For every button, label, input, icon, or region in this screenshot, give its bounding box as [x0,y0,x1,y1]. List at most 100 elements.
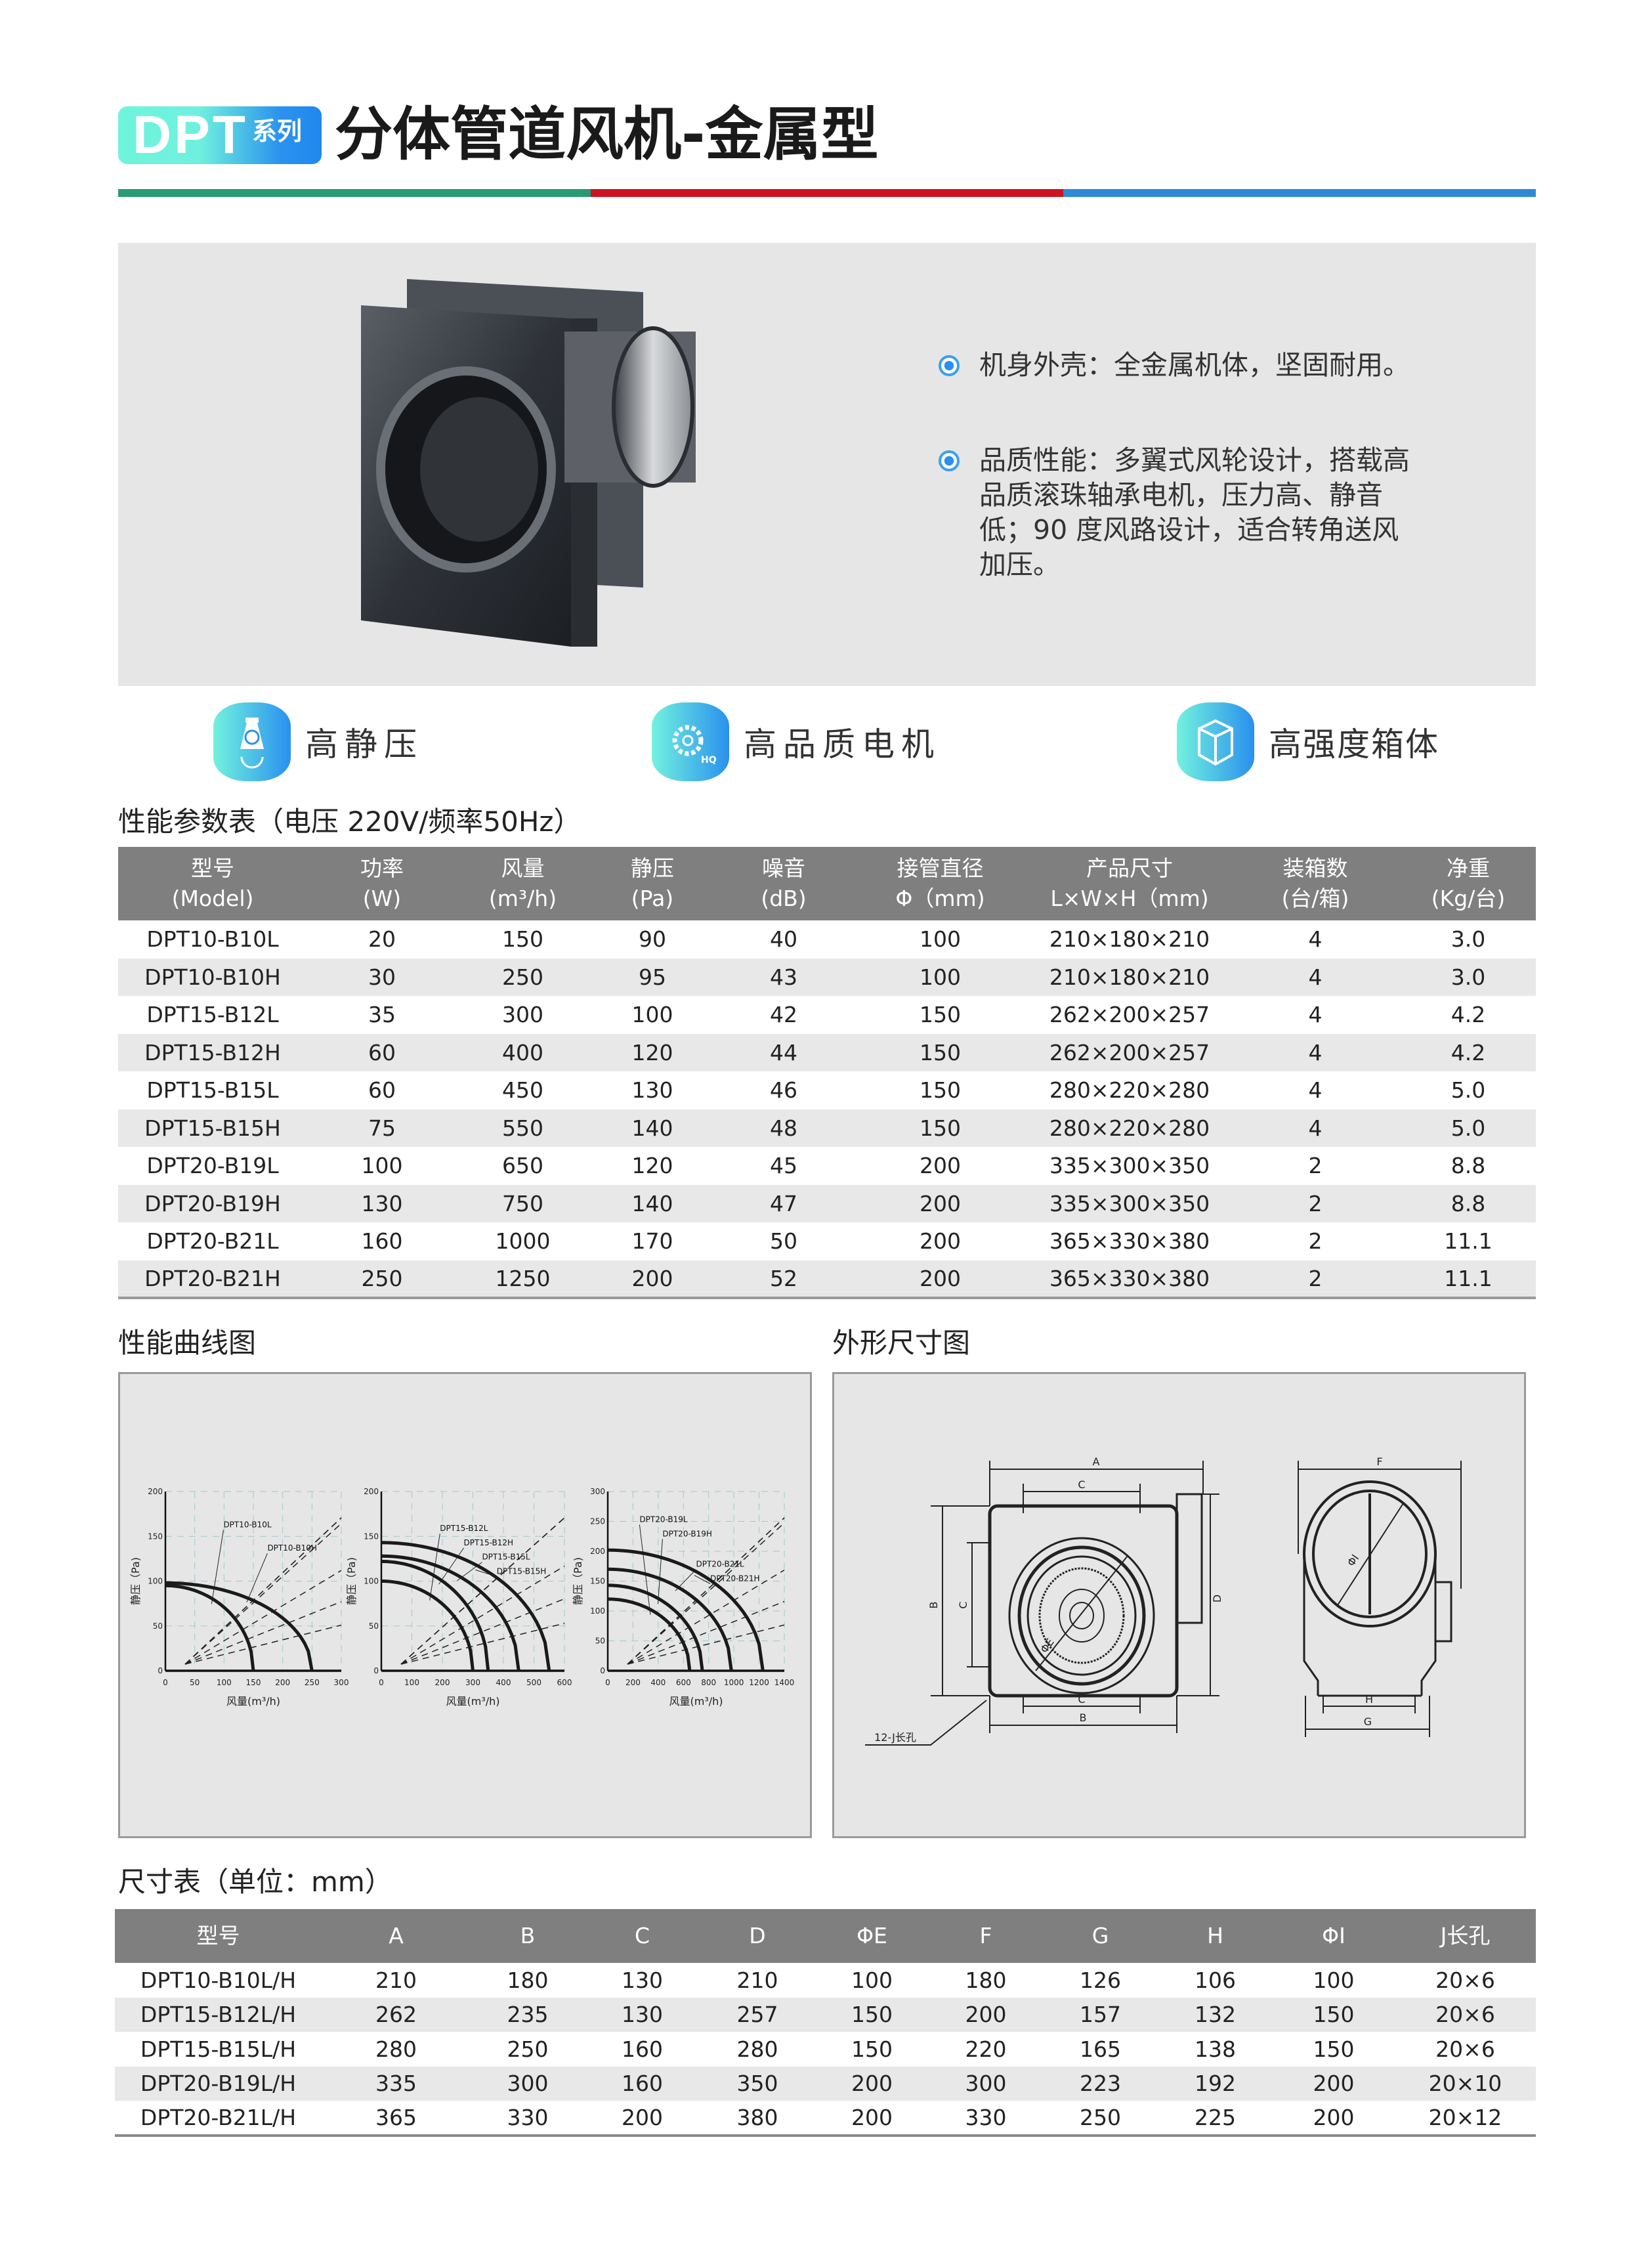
table-cell: 280 [375,2036,417,2062]
table-cell: 200 [622,2104,663,2130]
column-header-line: (Kg/台) [1431,886,1506,911]
table-cell: 30 [307,958,457,996]
table-cell: 280×220×280 [1029,1109,1230,1147]
system-curve [184,1517,342,1665]
table-cell: 150 [920,1002,961,1028]
x-tick-label: 500 [526,1678,541,1687]
dim-label-d: D [1211,1595,1223,1602]
x-tick-label: 600 [676,1678,691,1687]
system-curve [184,1624,342,1665]
table-cell: 250 [307,1260,457,1298]
series-badge-text: DPT [133,105,248,165]
table-cell: 60 [307,1033,457,1071]
box-icon [1177,702,1254,781]
system-curve [400,1517,565,1665]
column-header-line: (W) [362,886,402,911]
table-cell: 223 [1043,2066,1158,2101]
feature-label: 高静压 [305,725,423,763]
system-curve [400,1598,565,1665]
dim-label-h: H [1365,1693,1373,1706]
table-cell: 365×330×380 [1049,1228,1210,1255]
table-cell: 200 [1273,2066,1395,2101]
dim-label-a: A [1093,1455,1100,1468]
bullet-icon [939,450,960,471]
performance-curves-panel: 0 50 100 150 200 250 300 0 50 100 150 200 风量(m³/h) 静压… [118,1372,812,1838]
table-cell: 150 [851,1033,1029,1071]
table-cell: 210×180×210 [1049,926,1210,953]
feature-bullet-1: 机身外壳：全金属机体，坚固耐用。 [939,348,1410,383]
table-row: DPT15-B15L 60 450 130 46 150 280×220×280 4 5.0 [118,1071,1536,1109]
feature-bullet-2: 品质性能：多翼式风轮设计，搭载高品质滚珠轴承电机，压力高、静音低；90 度风路设… [939,443,1412,582]
leader-line [438,1547,464,1585]
table-cell: 335 [322,2066,471,2101]
y-tick-label: 250 [590,1517,605,1526]
table-cell: 4 [1230,958,1401,996]
series-label: DPT15-B15L [482,1553,530,1562]
y-tick-label: 200 [364,1487,379,1496]
table-cell: 95 [589,958,716,996]
table-cell: 200 [929,1997,1043,2032]
dimension-drawing: A C C B B C D ΦE F H G ΦI 12-J长孔 [865,1455,1462,1746]
table-cell: 100 [631,1002,673,1028]
y-tick-label: 0 [373,1666,379,1675]
table-cell: 335×300×350 [1029,1184,1230,1222]
table-cell: 106 [1195,1967,1236,1993]
y-tick-label: 100 [590,1606,605,1616]
table-cell: 262 [322,1997,471,2032]
x-tick-label: 600 [557,1678,572,1687]
table-cell: 150 [502,926,543,953]
y-tick-label: 150 [364,1532,379,1541]
column-header-line: 接管直径 [897,855,984,881]
table-cell: 2 [1308,1153,1323,1179]
system-curve [627,1569,785,1665]
system-curve [184,1570,342,1665]
table-cell: 4 [1308,1002,1323,1028]
column-header: 噪音 (dB) [716,847,851,920]
table-cell: 200 [851,2104,893,2130]
table-cell: 220 [965,2036,1007,2062]
table-cell: 140 [589,1184,716,1222]
table-cell: 200 [589,1260,716,1298]
table-cell: 180 [507,1967,549,1993]
dim-label-f: F [1376,1455,1382,1468]
y-tick-label: 150 [590,1577,605,1586]
column-header-line: 净重 [1447,855,1490,881]
y-tick-label: 0 [158,1666,163,1675]
bullet-text: 机身外壳：全金属机体，坚固耐用。 [979,349,1410,381]
table-cell: 75 [307,1109,457,1147]
table-cell: 160 [361,1228,403,1255]
table-row: DPT20-B19L/H 335 300 160 350 200 300 223 192 200 2… [115,2066,1536,2101]
dim-label-j: 12-J长孔 [874,1731,916,1744]
system-curve [400,1623,565,1665]
table-cell: 8.8 [1401,1184,1536,1222]
page-title: 分体管道风机-金属型 [335,100,879,168]
table-cell: 130 [631,1077,673,1104]
series-label: DPT20-B21H [710,1574,760,1583]
table-cell: 225 [1195,2104,1236,2130]
column-header-line: (dB) [761,886,807,911]
table-cell: 48 [716,1109,851,1147]
y-tick-label: 50 [153,1622,163,1631]
hq-text: HQ [701,755,717,765]
table-cell: 44 [716,1033,851,1071]
performance-curves-chart: 0 50 100 150 200 250 300 0 50 100 150 200 风量(m³/h) 静压… [129,1487,794,1708]
column-header: 型号 [115,1909,322,1963]
column-header: 静压 (Pa) [589,847,716,920]
table-cell: DPT10-B10L [146,926,279,953]
performance-chart: 0 200 400 600 800 1000 1200 1400 0 50 100 150 200 250… [572,1487,794,1708]
table-cell: DPT20-B21H [118,1260,307,1298]
pressure-gauge-icon [213,702,291,781]
table-cell: 150 [851,1109,1029,1147]
table-cell: 180 [965,1967,1007,1993]
table-cell: 280 [736,2036,778,2062]
table-cell: 300 [929,2066,1043,2101]
x-tick-label: 250 [305,1678,320,1687]
drawing-title: 外形尺寸图 [832,1327,971,1359]
table-cell: 350 [700,2066,815,2101]
curve-dpt20-b19h [607,1583,704,1671]
table-cell: 100 [920,926,961,953]
x-tick-label: 100 [217,1678,232,1687]
table-cell: 4 [1308,1077,1323,1104]
system-curve [400,1565,565,1665]
column-header: 产品尺寸 L×W×H（mm) [1029,847,1230,920]
